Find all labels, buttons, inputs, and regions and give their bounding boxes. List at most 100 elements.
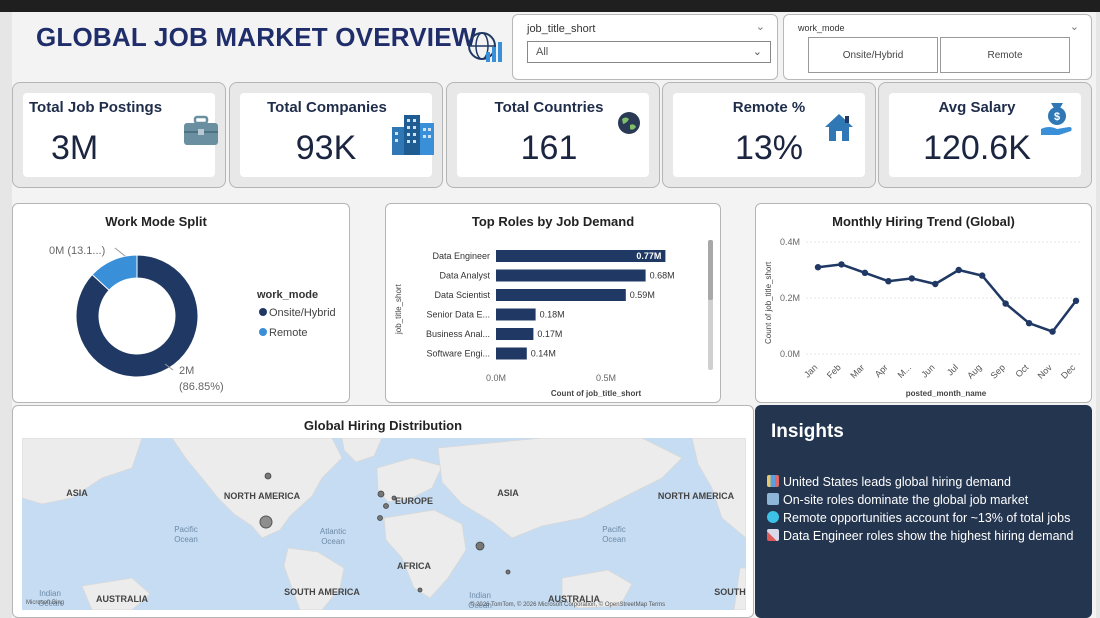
kpi-title: Remote % [732,99,806,116]
bar-chart-icon [767,475,779,487]
work-mode-chart: Work Mode Split 0M (13.1...) 2M (86.85%)… [12,203,350,403]
bubble-germany[interactable] [391,495,397,501]
leader-line [114,247,126,257]
x-tick-label: Dec [1059,362,1078,381]
bubble-spain[interactable] [377,515,383,521]
insights-panel: Insights United States leads global hiri… [755,405,1092,618]
bar[interactable] [496,289,626,301]
x-tick-1: 0.5M [596,373,616,383]
bar[interactable] [496,269,646,282]
trend-point[interactable] [908,275,916,282]
y-tick-1: 0.2M [780,293,800,303]
blue-circle-icon [767,511,779,523]
legend-item-remote[interactable]: Remote [269,327,308,339]
work-mode-slicer-label: work_mode [798,23,845,33]
work-mode-slicer[interactable]: work_mode ⌄ Onsite/Hybrid Remote [783,14,1092,80]
x-tick-label: Oct [1014,362,1031,379]
trend-point[interactable] [1002,300,1009,307]
legend-item-onsite[interactable]: Onsite/Hybrid [269,307,336,319]
bar-chart: Data Engineer 0.77M Data Analyst 0.68M Data … [394,240,713,398]
scrollbar-thumb[interactable] [708,240,713,300]
map-ocean-indian-2: Ocean [468,601,492,610]
globe-icon [618,112,640,134]
bubble-uk[interactable] [377,490,385,498]
trend-point[interactable] [885,278,892,285]
svg-text:$: $ [1054,111,1060,123]
bar[interactable] [496,328,534,340]
donut-slice-onsite[interactable] [75,254,199,378]
leader-line [164,363,174,371]
kpi-value: 3M [51,129,99,167]
donut-label-onsite: 2M [179,365,194,377]
chevron-down-icon[interactable]: ⌄ [1069,21,1079,33]
trend-line [817,263,1077,334]
x-axis-label: Count of job_title_short [551,389,642,398]
donut-chart: 0M (13.1...) 2M (86.85%) work_mode Onsit… [49,245,336,393]
global-hiring-map: Global Hiring Distribution [12,405,754,618]
bubble-singapore[interactable] [505,569,511,575]
trend-point[interactable] [978,272,986,279]
bubble-usa[interactable] [259,515,273,529]
bubble-canada[interactable] [264,472,272,480]
legend-swatch-remote [259,328,267,336]
x-tick-label: Jun [919,362,936,379]
x-tick-label: Apr [873,362,890,379]
globe-chart-icon [468,32,502,62]
bar[interactable] [496,250,666,262]
x-tick-label: M... [896,362,914,380]
trend-point[interactable] [955,266,962,274]
trend-point[interactable] [838,261,845,268]
work-mode-tile-remote[interactable]: Remote [940,37,1070,73]
map-label-south-america: SOUTH AMERICA [284,587,360,597]
bar-category-label: Data Analyst [439,271,490,281]
bar[interactable] [496,308,536,321]
bar-value-label: 0.17M [537,329,562,339]
x-axis-label: posted_month_name [906,389,987,398]
map-ocean-pacific: Pacific [174,525,198,534]
kpi-value: 93K [295,129,357,167]
map-label-north-america-right: NORTH AMERICA [658,491,735,501]
trend-point[interactable] [1072,297,1080,304]
top-ribbon [0,0,1100,12]
donut-label-onsite-pct: (86.85%) [179,381,224,393]
world-map[interactable]: ASIA NORTH AMERICA EUROPE ASIA NORTH AME… [22,438,746,610]
y-axis-label: Count of job_title_short [764,261,773,344]
job-title-dropdown[interactable]: All ⌄ [527,41,771,63]
kpi-card-remote: Remote % 13% [662,82,876,188]
map-bing-logo: Microsoft Bing [26,600,64,606]
job-title-slicer[interactable]: job_title_short ⌄ All ⌄ [512,14,778,80]
trend-point[interactable] [932,280,939,288]
map-label-australia: AUSTRALIA [548,594,600,604]
map-ocean-pacific-right: Pacific [602,525,626,534]
y-axis-label: job_title_short [394,283,403,335]
trend-point[interactable] [861,269,869,276]
kpi-card-job-postings: Total Job Postings 3M [12,82,226,188]
kpi-card-salary: Avg Salary 120.6K $ [878,82,1092,188]
trend-point[interactable] [1049,328,1056,335]
top-roles-chart: Top Roles by Job Demand Data Engineer 0.7… [385,203,721,403]
bubble-france[interactable] [383,503,389,509]
trend-point[interactable] [814,264,822,271]
map-ocean-indian-left-2: Ocean [38,599,62,608]
chevron-down-icon[interactable]: ⌄ [755,21,765,33]
x-tick-label: Aug [965,362,983,380]
kpi-title: Total Job Postings [29,99,163,116]
work-mode-tile-onsite[interactable]: Onsite/Hybrid [808,37,938,73]
trend-point[interactable] [1025,320,1033,327]
map-bubbles[interactable] [259,472,511,593]
bubble-south-africa[interactable] [417,587,423,593]
map-label-north-america: NORTH AMERICA [224,491,301,501]
bubble-india[interactable] [475,541,485,551]
kpi-title: Avg Salary [938,99,1016,116]
map-label-asia: ASIA [497,488,519,498]
bar-value-label: 0.77M [636,251,661,261]
legend-swatch-onsite [259,308,267,316]
insight-item: United States leads global hiring demand [767,473,1085,491]
office-building-icon [767,493,779,505]
x-tick-label: Mar [848,362,866,380]
chart-title: Monthly Hiring Trend (Global) [832,214,1015,229]
monthly-trend-chart: Monthly Hiring Trend (Global) Jan Feb Mar A… [755,203,1092,403]
map-attribution[interactable]: © 2026 TomTom, © 2026 Microsoft Corporat… [470,601,665,608]
map-label-australia-left: AUSTRALIA [96,594,148,604]
bar[interactable] [496,347,527,360]
